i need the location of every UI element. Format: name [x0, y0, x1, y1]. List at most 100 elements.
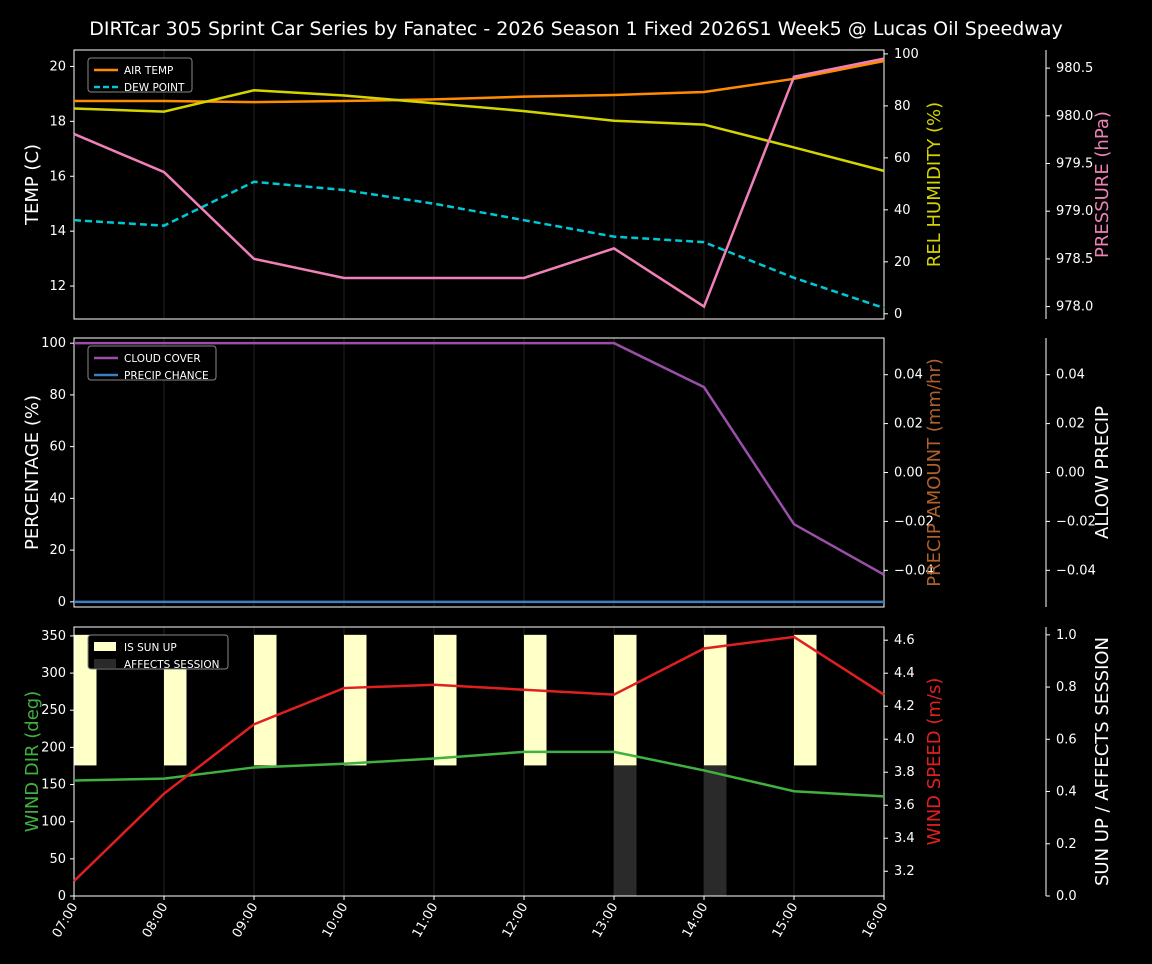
sun-up-bar: [614, 634, 637, 766]
y-tick-label: 16: [49, 169, 66, 184]
right-tick-label: 20: [894, 255, 911, 270]
y-tick-label: 14: [49, 224, 66, 239]
series-line: [74, 59, 885, 104]
x-tick-label: 14:00: [680, 901, 712, 941]
x-tick-label: 15:00: [770, 901, 802, 941]
x-tick-label: 10:00: [320, 901, 352, 941]
y-tick-label: 300: [41, 666, 66, 681]
right-tick-label: −0.02: [1056, 514, 1096, 529]
right-tick-label: 0.04: [1056, 368, 1085, 383]
x-tick-label: 13:00: [590, 901, 622, 941]
right-tick-label: 979.5: [1056, 157, 1093, 172]
y-tick-label: 18: [49, 114, 66, 129]
x-tick-label: 08:00: [140, 901, 172, 941]
right-axis-label: REL HUMIDITY (%): [924, 102, 945, 267]
y-tick-label: 250: [41, 703, 66, 718]
legend-swatch: [94, 642, 116, 651]
legend-label: AFFECTS SESSION: [124, 659, 220, 671]
sun-up-bar: [794, 634, 817, 766]
legend: [87, 57, 193, 93]
y-tick-label: 40: [49, 491, 66, 506]
x-tick-label: 11:00: [410, 901, 442, 941]
chart-title: DIRTcar 305 Sprint Car Series by Fanatec…: [89, 18, 1062, 40]
y-axis-label: WIND DIR (deg): [22, 691, 43, 833]
right-axis-label: PRECIP AMOUNT (mm/hr): [924, 358, 945, 587]
y-tick-label: 60: [49, 440, 66, 455]
sun-up-bar: [704, 634, 727, 766]
right-tick-label: 80: [894, 99, 911, 114]
right-tick-label: 0.00: [1056, 466, 1085, 481]
legend: [87, 634, 229, 670]
legend-label: AIR TEMP: [124, 65, 173, 77]
right-tick-label: 979.0: [1056, 204, 1093, 219]
sun-up-bar: [254, 634, 277, 766]
series-line: [74, 341, 885, 576]
right-tick-label: 0.00: [894, 466, 923, 481]
right-tick-label: 0: [894, 307, 902, 322]
right-tick-label: 0.4: [1056, 785, 1077, 800]
right-tick-label: 100: [894, 47, 919, 62]
right-tick-label: 980.5: [1056, 61, 1093, 76]
sun-up-bar: [434, 634, 457, 766]
series-line: [73, 57, 885, 309]
y-tick-label: 50: [49, 852, 66, 867]
right-tick-label: 4.4: [894, 666, 915, 681]
y-tick-label: 20: [49, 543, 66, 558]
plot-frame: [73, 626, 885, 897]
x-tick-label: 16:00: [860, 901, 892, 941]
right-tick-label: 60: [894, 151, 911, 166]
y-tick-label: 0: [58, 595, 66, 610]
right-tick-label: 0.0: [1056, 889, 1077, 904]
sun-up-bar: [524, 634, 547, 766]
legend: [87, 345, 217, 381]
y-tick-label: 150: [41, 778, 66, 793]
affects-session-bar: [704, 765, 727, 896]
y-tick-label: 350: [41, 629, 66, 644]
right-axis-label: ALLOW PRECIP: [1092, 406, 1113, 539]
right-tick-label: −0.02: [894, 514, 934, 529]
right-tick-label: 980.0: [1056, 109, 1093, 124]
right-tick-label: 40: [894, 203, 911, 218]
legend-label: DEW POINT: [124, 82, 185, 94]
legend-swatch: [94, 659, 116, 668]
right-axis-label: PRESSURE (hPa): [1092, 111, 1113, 258]
right-tick-label: 0.02: [1056, 417, 1085, 432]
right-tick-label: 3.8: [894, 765, 915, 780]
right-axis-label: WIND SPEED (m/s): [924, 678, 945, 846]
y-tick-label: 0: [58, 889, 66, 904]
right-tick-label: 0.02: [894, 417, 923, 432]
series-line: [73, 635, 885, 883]
x-tick-label: 12:00: [500, 901, 532, 941]
y-axis-label: PERCENTAGE (%): [22, 395, 43, 550]
y-axis-label: TEMP (C): [22, 144, 43, 226]
right-tick-label: 4.2: [894, 699, 915, 714]
x-tick-label: 09:00: [230, 901, 262, 941]
right-tick-label: −0.04: [894, 563, 934, 578]
series-line: [73, 89, 885, 173]
right-tick-label: 4.6: [894, 633, 915, 648]
legend-label: IS SUN UP: [124, 642, 177, 654]
right-tick-label: 3.4: [894, 831, 915, 846]
right-tick-label: 4.0: [894, 732, 915, 747]
right-tick-label: 0.2: [1056, 837, 1077, 852]
right-tick-label: 3.2: [894, 864, 915, 879]
legend-label: PRECIP CHANCE: [124, 370, 209, 382]
affects-session-bar: [614, 765, 637, 896]
plot-frame: [73, 49, 885, 320]
right-tick-label: 0.04: [894, 368, 923, 383]
sun-up-bar: [344, 634, 367, 766]
legend-label: CLOUD COVER: [124, 353, 201, 365]
right-axis-label: SUN UP / AFFECTS SESSION: [1092, 637, 1113, 886]
right-tick-label: −0.04: [1056, 563, 1096, 578]
right-tick-label: 1.0: [1056, 628, 1077, 643]
y-tick-label: 80: [49, 388, 66, 403]
right-tick-label: 0.6: [1056, 732, 1077, 747]
y-tick-label: 100: [41, 815, 66, 830]
y-tick-label: 200: [41, 740, 66, 755]
right-tick-label: 978.5: [1056, 252, 1093, 267]
x-tick-label: 07:00: [50, 901, 82, 941]
right-tick-label: 0.8: [1056, 680, 1077, 695]
series-line: [73, 180, 885, 310]
y-tick-label: 20: [49, 59, 66, 74]
